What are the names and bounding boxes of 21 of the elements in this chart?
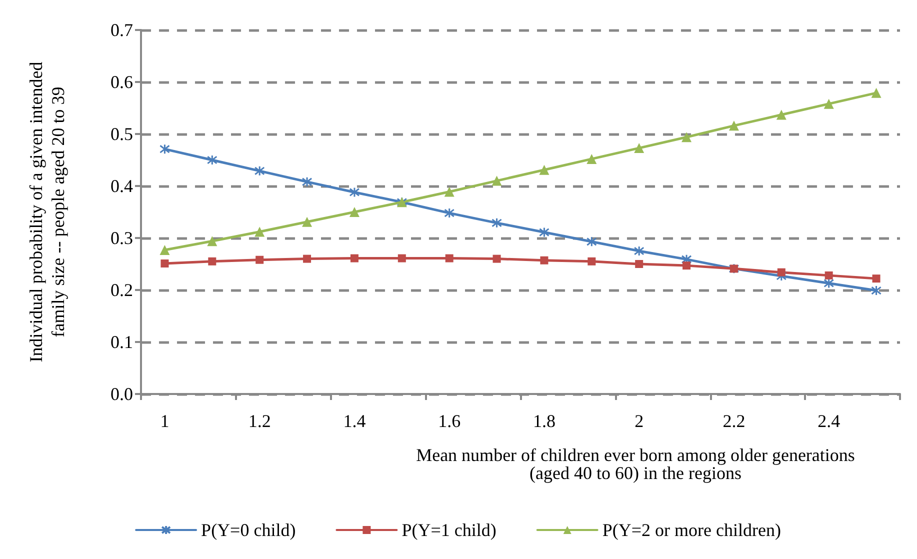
x-tick-label: 2.2 bbox=[722, 411, 746, 431]
y-tick-label: 0.0 bbox=[110, 384, 133, 404]
legend-label: P(Y=2 or more children) bbox=[602, 520, 781, 540]
legend-label: P(Y=1 child) bbox=[402, 520, 496, 540]
y-tick-label: 0.1 bbox=[110, 332, 133, 352]
x-tick-label: 1.2 bbox=[248, 411, 271, 431]
y-tick-label: 0.3 bbox=[110, 228, 133, 248]
x-axis-title: Mean number of children ever born among older generations (aged 40 to 60) in the regions bbox=[416, 445, 855, 483]
x-tick-label: 2.4 bbox=[818, 411, 840, 431]
y-tick-label: 0.5 bbox=[110, 124, 133, 144]
y-tick-label: 0.4 bbox=[110, 176, 133, 196]
y-axis-title: Individual probability of a given intended family size -- people aged 20 to 39 bbox=[26, 62, 68, 362]
y-tick-label: 0.7 bbox=[110, 20, 133, 40]
x-tick-label: 1.8 bbox=[532, 411, 556, 431]
x-tick-label: 1.4 bbox=[343, 411, 366, 431]
legend-label: P(Y=0 child) bbox=[201, 520, 296, 540]
x-tick-label: 2 bbox=[634, 411, 644, 431]
x-tick-label: 1.6 bbox=[438, 411, 461, 431]
y-tick-label: 0.2 bbox=[110, 280, 133, 300]
y-tick-label: 0.6 bbox=[110, 72, 133, 92]
x-tick-label: 1 bbox=[160, 411, 170, 431]
